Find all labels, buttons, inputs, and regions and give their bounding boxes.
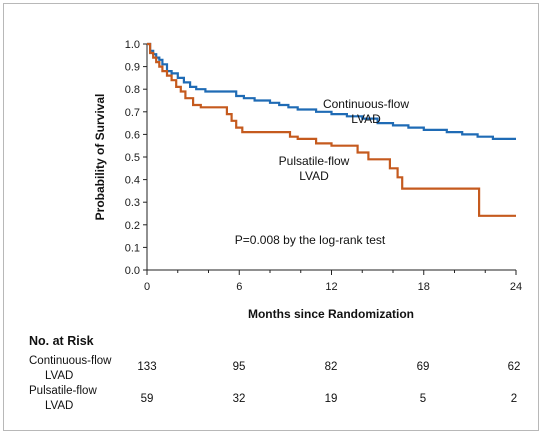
risk-value: 95 bbox=[233, 361, 246, 373]
survival-curves bbox=[147, 42, 516, 217]
y-tick-label: 0.1 bbox=[125, 242, 140, 254]
risk-value: 133 bbox=[137, 361, 156, 373]
y-ticks: 0.0 0.1 0.2 0.3 0.4 0.5 0.6 0.7 0.8 0.9 1.0 bbox=[125, 39, 147, 277]
risk-value: 82 bbox=[325, 361, 338, 373]
y-tick-label: 0.8 bbox=[125, 84, 140, 96]
x-tick-label: 18 bbox=[418, 281, 430, 293]
risk-value: 5 bbox=[420, 393, 426, 405]
x-tick-label: 6 bbox=[236, 281, 242, 293]
x-tick-label: 12 bbox=[325, 281, 337, 293]
series-labels: Continuous-flow LVAD Pulsatile-flow LVAD bbox=[279, 97, 410, 183]
y-tick-label: 0.3 bbox=[125, 197, 140, 209]
continuous-flow-label: Continuous-flow LVAD bbox=[323, 97, 409, 126]
risk-row-label-pulsatile: Pulsatile-flow LVAD bbox=[29, 385, 100, 412]
y-tick-label: 0.6 bbox=[125, 129, 140, 141]
y-tick-label: 1.0 bbox=[125, 39, 140, 51]
continuous-flow-curve bbox=[147, 42, 516, 140]
y-tick-label: 0.7 bbox=[125, 107, 140, 119]
survival-chart: 0.0 0.1 0.2 0.3 0.4 0.5 0.6 0.7 0.8 0.9 1.0 0 6 12 18… bbox=[29, 39, 522, 412]
risk-row-values-pulsatile: 59 32 19 5 2 bbox=[141, 393, 518, 405]
y-tick-label: 0.2 bbox=[125, 220, 140, 232]
y-tick-label: 0.0 bbox=[125, 265, 140, 277]
risk-value: 32 bbox=[233, 393, 246, 405]
y-tick-label: 0.4 bbox=[125, 175, 140, 187]
p-value-annotation: P=0.008 by the log-rank test bbox=[235, 233, 386, 247]
x-axis-title: Months since Randomization bbox=[248, 307, 414, 321]
risk-row-values-continuous: 133 95 82 69 62 bbox=[137, 361, 520, 373]
risk-value: 69 bbox=[417, 361, 430, 373]
y-tick-label: 0.5 bbox=[125, 152, 140, 164]
y-tick-label: 0.9 bbox=[125, 62, 140, 74]
figure-panel: 0.0 0.1 0.2 0.3 0.4 0.5 0.6 0.7 0.8 0.9 1.0 0 6 12 18… bbox=[3, 3, 539, 431]
pulsatile-flow-label: Pulsatile-flow LVAD bbox=[279, 154, 350, 183]
risk-table-title: No. at Risk bbox=[29, 334, 94, 348]
risk-value: 62 bbox=[508, 361, 521, 373]
risk-value: 19 bbox=[325, 393, 338, 405]
risk-value: 59 bbox=[141, 393, 154, 405]
y-axis-title: Probability of Survival bbox=[93, 94, 107, 221]
x-tick-label: 24 bbox=[510, 281, 522, 293]
x-ticks: 0 6 12 18 24 bbox=[144, 270, 522, 293]
risk-table: No. at Risk Continuous-flow LVAD Pulsati… bbox=[29, 334, 520, 412]
risk-value: 2 bbox=[511, 393, 517, 405]
x-tick-label: 0 bbox=[144, 281, 150, 293]
risk-row-label-continuous: Continuous-flow LVAD bbox=[29, 355, 115, 382]
pulsatile-flow-curve bbox=[147, 42, 516, 217]
